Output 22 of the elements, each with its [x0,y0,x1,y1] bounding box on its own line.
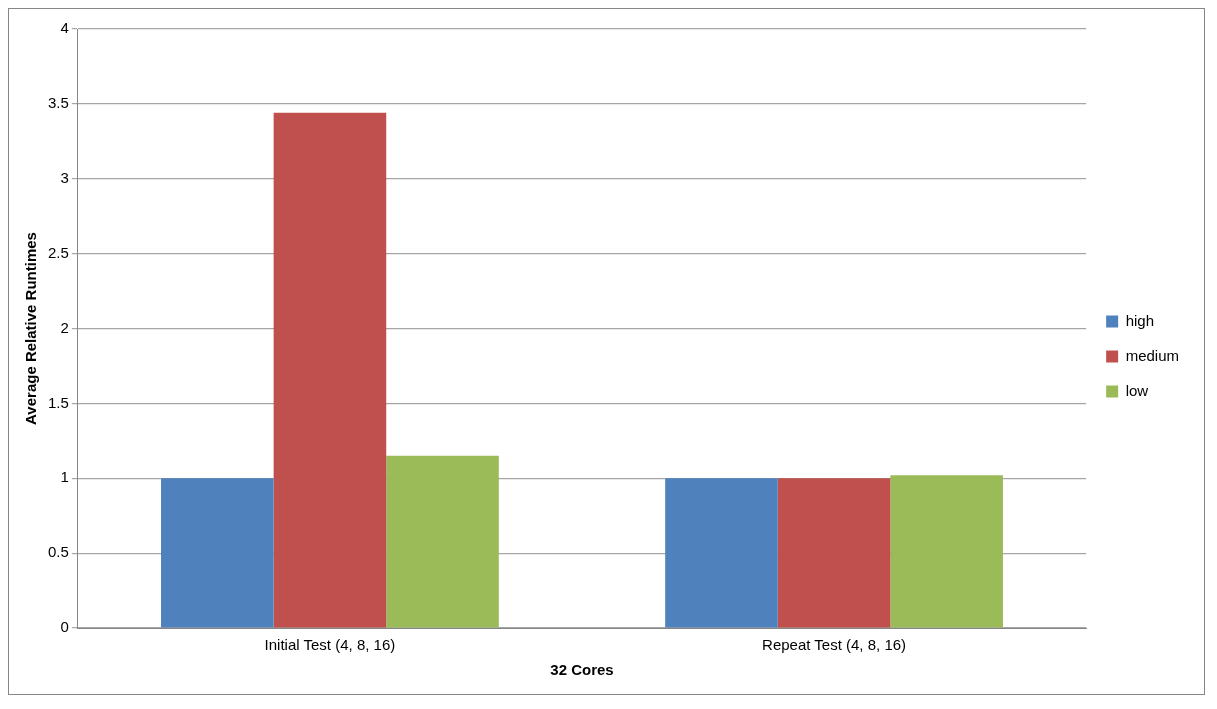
bar [665,478,778,628]
bar [273,112,387,628]
legend-label: low [1125,381,1149,399]
bar [161,478,274,628]
bar [890,475,1003,628]
bar [777,478,891,628]
y-tick-label: 3.5 [47,94,69,112]
y-tick-label: 2 [60,318,69,336]
x-axis-title: 32 Cores [550,661,614,679]
y-tick-label: 4 [60,19,69,37]
y-tick-label: 0 [60,618,69,636]
y-tick-label: 3 [60,168,69,186]
x-tick-label: Repeat Test (4, 8, 16) [762,636,907,654]
x-tick-label: Initial Test (4, 8, 16) [264,636,396,654]
y-axis-title: Average Relative Runtimes [22,232,40,425]
legend-label: high [1125,311,1155,329]
bar [386,455,499,628]
legend-label: medium [1125,346,1180,364]
y-tick-label: 1 [60,468,69,486]
y-tick-label: 0.5 [47,543,69,561]
y-tick-label: 2.5 [47,243,69,261]
y-tick-label: 1.5 [47,393,69,411]
